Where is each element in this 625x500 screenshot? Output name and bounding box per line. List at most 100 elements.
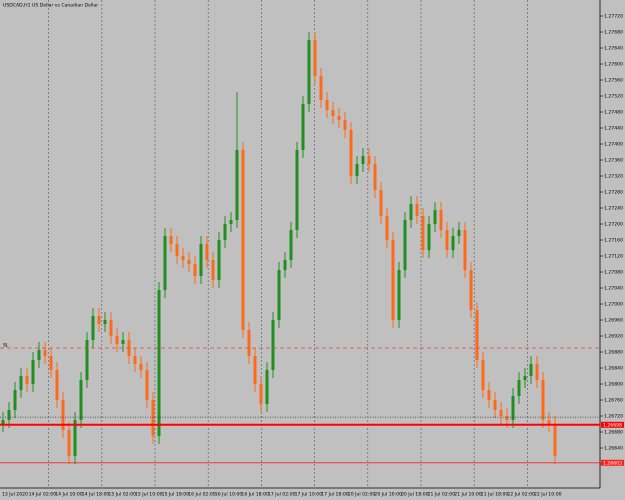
candle-body — [427, 224, 431, 250]
y-tick-label: 1.27400 — [604, 142, 623, 148]
level-tag — [601, 421, 624, 428]
y-tick-label: 1.27080 — [604, 270, 623, 276]
candle-body — [193, 264, 197, 276]
candle-body — [277, 270, 281, 320]
candle-body — [187, 260, 191, 264]
x-tick-label: 21 Jul 18:00 — [481, 492, 509, 498]
candle-body — [37, 350, 41, 360]
candle-body — [175, 244, 179, 256]
candle-body — [523, 376, 527, 380]
candle-body — [355, 164, 359, 176]
candle-body — [319, 76, 323, 100]
candle-body — [79, 380, 83, 420]
candle-body — [133, 356, 137, 364]
y-tick-label: 1.26760 — [604, 398, 623, 404]
candle-body — [115, 336, 119, 344]
candle-body — [43, 350, 47, 356]
y-tick-label: 1.27240 — [604, 206, 623, 212]
level-label: 1.26603 — [603, 460, 622, 466]
y-tick-label: 1.27200 — [604, 222, 623, 228]
candle-body — [337, 116, 341, 120]
candle-body — [349, 130, 353, 176]
y-tick-label: 1.27280 — [604, 190, 623, 196]
candle-body — [157, 290, 161, 436]
candle-body — [139, 364, 143, 370]
x-tick-label: 21 Jul 10:00 — [454, 492, 482, 498]
candle-body — [217, 240, 221, 280]
candle-body — [445, 230, 449, 250]
level-text: SL — [3, 343, 9, 349]
x-tick-label: 13 Jul 2020 — [2, 492, 28, 498]
y-tick-label: 1.26800 — [604, 382, 623, 388]
x-tick-label: 22 Jul 02:00 — [507, 492, 535, 498]
x-tick-label: 14 Jul 10:00 — [55, 492, 83, 498]
x-tick-label: 15 Jul 10:00 — [135, 492, 163, 498]
candle-body — [151, 400, 155, 436]
candle-body — [439, 210, 443, 230]
candle-body — [103, 320, 107, 324]
x-tick-label: 16 Jul 18:00 — [241, 492, 269, 498]
candle-body — [235, 150, 239, 220]
y-tick-label: 1.26720 — [604, 414, 623, 420]
y-tick-label: 1.26880 — [604, 350, 623, 356]
x-tick-label: 17 Jul 10:00 — [295, 492, 323, 498]
candle-body — [31, 360, 35, 384]
candle-body — [397, 270, 401, 320]
y-tick-label: 1.27320 — [604, 174, 623, 180]
x-tick-label: 14 Jul 18:00 — [82, 492, 110, 498]
y-tick-label: 1.27560 — [604, 78, 623, 84]
candle-body — [7, 410, 11, 420]
x-tick-label: 17 Jul 18:00 — [321, 492, 349, 498]
candle-body — [475, 310, 479, 360]
candle-body — [535, 364, 539, 380]
x-tick-label: 21 Jul 02:00 — [428, 492, 456, 498]
candle-body — [289, 230, 293, 260]
candle-body — [259, 384, 263, 404]
level-label: 1.26698 — [603, 422, 622, 428]
y-tick-label: 1.27480 — [604, 110, 623, 116]
candle-body — [409, 204, 413, 220]
candle-body — [433, 210, 437, 224]
y-tick-label: 1.27440 — [604, 126, 623, 132]
candle-body — [481, 360, 485, 390]
candle-body — [241, 150, 245, 330]
candle-body — [469, 270, 473, 310]
candle-body — [367, 156, 371, 164]
candle-body — [25, 376, 29, 384]
candle-body — [487, 390, 491, 400]
candle-body — [1, 420, 5, 424]
candle-body — [199, 244, 203, 276]
y-tick-label: 1.27040 — [604, 286, 623, 292]
y-tick-label: 1.26680 — [604, 430, 623, 436]
candle-body — [529, 364, 533, 376]
x-tick-label: 20 Jul 18:00 — [401, 492, 429, 498]
y-tick-label: 1.27720 — [604, 14, 623, 20]
candle-body — [553, 424, 557, 456]
candle-body — [421, 216, 425, 250]
candle-body — [211, 260, 215, 280]
candle-body — [517, 380, 521, 396]
x-tick-label: 16 Jul 10:00 — [215, 492, 243, 498]
y-tick-label: 1.27160 — [604, 238, 623, 244]
candle-body — [181, 256, 185, 260]
y-tick-label: 1.27520 — [604, 94, 623, 100]
candle-body — [499, 410, 503, 416]
candle-body — [307, 40, 311, 104]
candle-body — [145, 370, 149, 400]
candle-body — [541, 380, 545, 420]
x-tick-label: 17 Jul 02:00 — [268, 492, 296, 498]
candle-body — [271, 320, 275, 370]
candle-body — [109, 320, 113, 336]
candle-body — [253, 356, 257, 384]
candle-body — [403, 220, 407, 270]
candle-body — [247, 330, 251, 356]
candle-body — [205, 244, 209, 260]
chart-title: USDCAD,H1 US Dollar vs Canadian Dollar — [3, 3, 98, 9]
candle-body — [61, 400, 65, 430]
candle-body — [265, 370, 269, 404]
y-tick-label: 1.27360 — [604, 158, 623, 164]
candle-body — [313, 40, 317, 76]
candle-body — [121, 340, 125, 344]
candle-body — [343, 120, 347, 130]
